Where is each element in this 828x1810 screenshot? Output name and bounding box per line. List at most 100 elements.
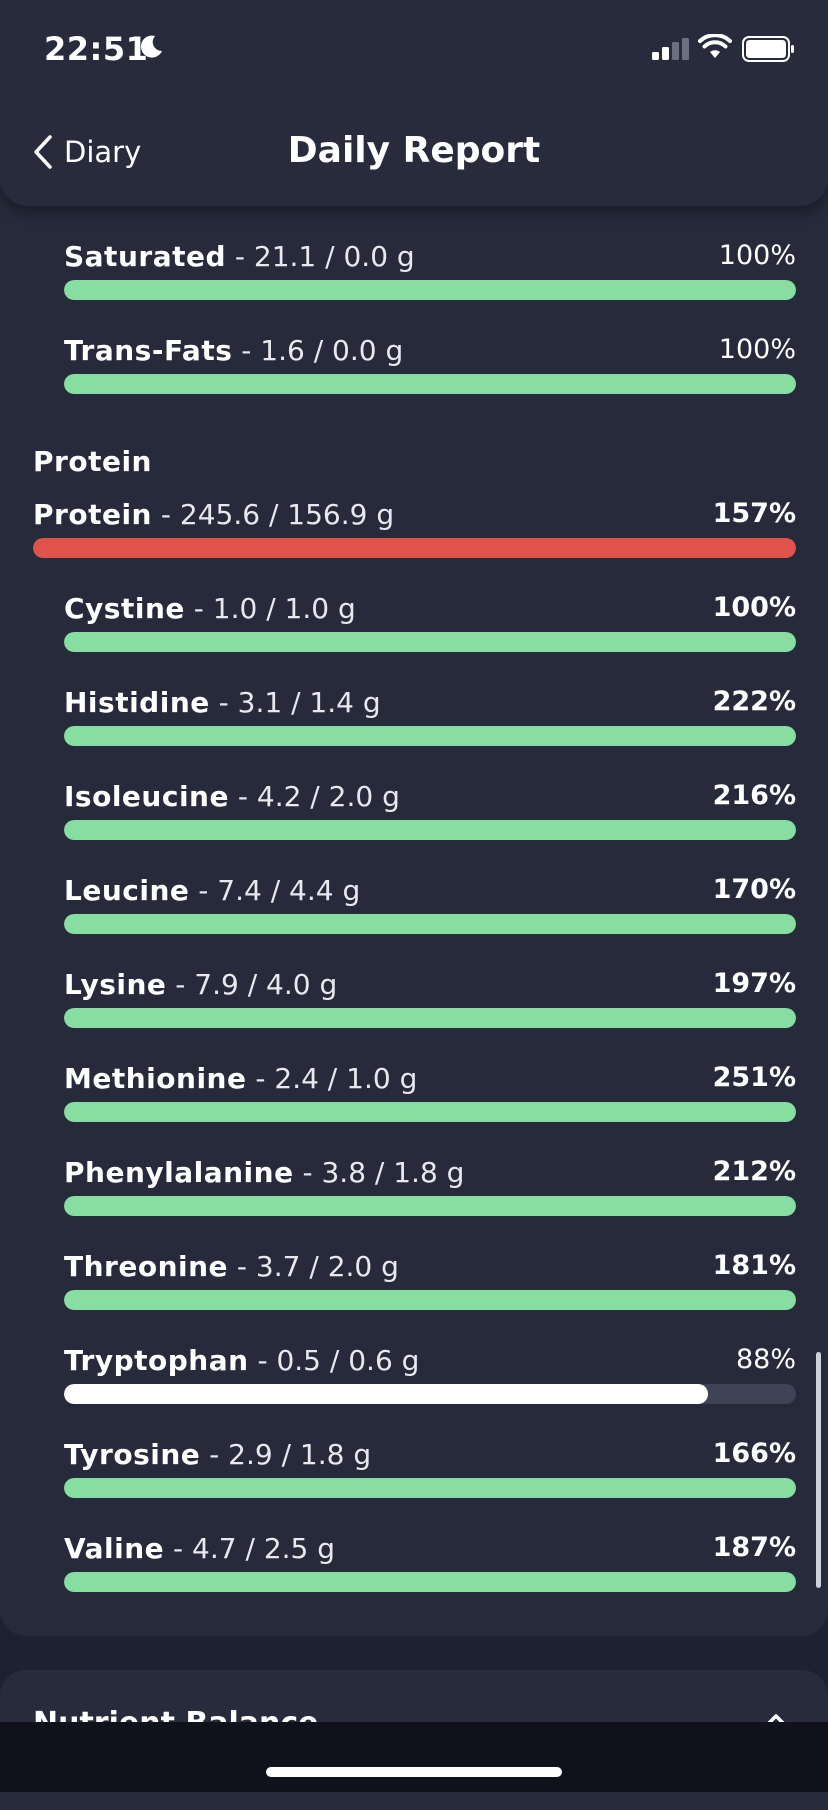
nutrient-name: Valine bbox=[64, 1532, 165, 1565]
nutrient-name: Trans-Fats bbox=[64, 334, 233, 367]
nutrient-name: Leucine bbox=[64, 874, 190, 907]
nutrient-amount: - 3.1 / 1.4 g bbox=[209, 686, 381, 719]
nutrient-percent: 212% bbox=[712, 1156, 796, 1187]
nutrient-amount: - 2.9 / 1.8 g bbox=[200, 1438, 372, 1471]
nutrient-name: Phenylalanine bbox=[64, 1156, 294, 1189]
progress-bar bbox=[64, 914, 796, 934]
nutrient-name: Saturated bbox=[64, 240, 226, 273]
nutrient-label: Trans-Fats - 1.6 / 0.0 g bbox=[64, 334, 403, 367]
home-indicator[interactable] bbox=[266, 1767, 562, 1777]
nutrient-amount: - 3.7 / 2.0 g bbox=[228, 1250, 399, 1283]
nutrient-percent: 100% bbox=[718, 334, 796, 365]
nutrient-amount: - 2.4 / 1.0 g bbox=[246, 1062, 418, 1095]
nutrient-percent: 181% bbox=[712, 1250, 796, 1281]
nutrient-label: Isoleucine - 4.2 / 2.0 g bbox=[64, 780, 400, 813]
nutrient-row: Methionine - 2.4 / 1.0 g 251% bbox=[64, 1062, 796, 1124]
nav-header: 22:51 Diary Daily Report bbox=[0, 0, 828, 206]
progress-bar-fill bbox=[64, 1290, 796, 1310]
nutrient-label: Leucine - 7.4 / 4.4 g bbox=[64, 874, 360, 907]
nutrient-row: Threonine - 3.7 / 2.0 g 181% bbox=[64, 1250, 796, 1312]
nutrient-name: Lysine bbox=[64, 968, 167, 1001]
nutrient-row: Phenylalanine - 3.8 / 1.8 g 212% bbox=[64, 1156, 796, 1218]
nutrient-row: Leucine - 7.4 / 4.4 g 170% bbox=[64, 874, 796, 936]
nutrient-percent: 166% bbox=[712, 1438, 796, 1469]
progress-bar-fill bbox=[64, 726, 796, 746]
back-button-label: Diary bbox=[64, 135, 142, 169]
nutrient-label: Lysine - 7.9 / 4.0 g bbox=[64, 968, 337, 1001]
progress-bar bbox=[64, 820, 796, 840]
nutrient-percent: 88% bbox=[735, 1344, 796, 1375]
nutrient-percent: 222% bbox=[712, 686, 796, 717]
nutrient-amount: - 7.4 / 4.4 g bbox=[189, 874, 361, 907]
progress-bar-fill bbox=[64, 374, 796, 394]
nutrient-label: Valine - 4.7 / 2.5 g bbox=[64, 1532, 335, 1565]
progress-bar-fill bbox=[64, 914, 796, 934]
progress-bar-fill bbox=[64, 1478, 796, 1498]
progress-bar-fill bbox=[64, 1384, 709, 1404]
nutrient-label: Tyrosine - 2.9 / 1.8 g bbox=[64, 1438, 371, 1471]
progress-bar bbox=[64, 1572, 796, 1592]
nutrient-amount: - 245.6 / 156.9 g bbox=[151, 498, 395, 531]
cellular-signal-icon bbox=[652, 38, 689, 60]
nutrient-label: Histidine - 3.1 / 1.4 g bbox=[64, 686, 381, 719]
home-bar-area bbox=[0, 1722, 828, 1792]
scrollbar[interactable] bbox=[816, 1352, 821, 1588]
progress-bar-fill bbox=[64, 280, 796, 300]
nutrient-amount: - 3.8 / 1.8 g bbox=[293, 1156, 465, 1189]
nutrient-percent: 157% bbox=[712, 498, 796, 529]
nutrient-row: Cystine - 1.0 / 1.0 g 100% bbox=[64, 592, 796, 654]
nutrient-row: Saturated - 21.1 / 0.0 g 100% bbox=[64, 240, 796, 302]
nutrient-percent: 251% bbox=[712, 1062, 796, 1093]
nutrient-name: Cystine bbox=[64, 592, 185, 625]
nutrient-row: Valine - 4.7 / 2.5 g 187% bbox=[64, 1532, 796, 1594]
nutrient-amount: - 4.7 / 2.5 g bbox=[164, 1532, 336, 1565]
nutrient-label: Saturated - 21.1 / 0.0 g bbox=[64, 240, 415, 273]
progress-bar bbox=[64, 1290, 796, 1310]
progress-bar bbox=[33, 538, 796, 558]
progress-bar bbox=[64, 374, 796, 394]
progress-bar bbox=[64, 1102, 796, 1122]
progress-bar bbox=[64, 632, 796, 652]
nutrient-row: Trans-Fats - 1.6 / 0.0 g 100% bbox=[64, 334, 796, 396]
nutrient-amount: - 1.0 / 1.0 g bbox=[184, 592, 356, 625]
moon-icon bbox=[140, 35, 162, 58]
nutrient-amount: - 4.2 / 2.0 g bbox=[228, 780, 400, 813]
nutrient-label: Protein - 245.6 / 156.9 g bbox=[33, 498, 394, 531]
nutrient-name: Threonine bbox=[64, 1250, 229, 1283]
nutrient-amount: - 21.1 / 0.0 g bbox=[226, 240, 415, 273]
progress-bar-fill bbox=[64, 820, 796, 840]
nutrient-percent: 100% bbox=[712, 592, 796, 623]
nutrient-label: Cystine - 1.0 / 1.0 g bbox=[64, 592, 356, 625]
status-time: 22:51 bbox=[44, 30, 149, 68]
progress-bar-fill bbox=[64, 1008, 796, 1028]
nutrient-amount: - 1.6 / 0.0 g bbox=[232, 334, 404, 367]
progress-bar-fill bbox=[64, 1572, 796, 1592]
nutrient-percent: 100% bbox=[718, 240, 796, 271]
nutrient-name: Methionine bbox=[64, 1062, 247, 1095]
nutrient-label: Methionine - 2.4 / 1.0 g bbox=[64, 1062, 417, 1095]
progress-bar-fill bbox=[64, 1102, 796, 1122]
page-title: Daily Report bbox=[287, 130, 541, 171]
progress-bar-fill bbox=[64, 1196, 796, 1216]
back-button[interactable]: Diary bbox=[32, 132, 141, 172]
nutrient-label: Threonine - 3.7 / 2.0 g bbox=[64, 1250, 399, 1283]
nutrient-row: Lysine - 7.9 / 4.0 g 197% bbox=[64, 968, 796, 1030]
nutrient-name: Tyrosine bbox=[64, 1438, 201, 1471]
progress-bar bbox=[64, 1196, 796, 1216]
progress-bar bbox=[64, 1478, 796, 1498]
nutrient-amount: - 0.5 / 0.6 g bbox=[248, 1344, 420, 1377]
nutrient-name: Histidine bbox=[64, 686, 210, 719]
progress-bar-fill bbox=[64, 632, 796, 652]
nutrient-percent: 197% bbox=[712, 968, 796, 999]
nutrient-row: Isoleucine - 4.2 / 2.0 g 216% bbox=[64, 780, 796, 842]
nutrient-row: Tryptophan - 0.5 / 0.6 g 88% bbox=[64, 1344, 796, 1406]
progress-bar bbox=[64, 280, 796, 300]
nutrient-percent: 187% bbox=[712, 1532, 796, 1563]
nutrient-percent: 216% bbox=[712, 780, 796, 811]
nutrient-label: Tryptophan - 0.5 / 0.6 g bbox=[64, 1344, 419, 1377]
progress-bar bbox=[64, 726, 796, 746]
nutrient-percent: 170% bbox=[712, 874, 796, 905]
progress-bar bbox=[64, 1384, 796, 1404]
protein-section-title: Protein bbox=[33, 445, 152, 478]
